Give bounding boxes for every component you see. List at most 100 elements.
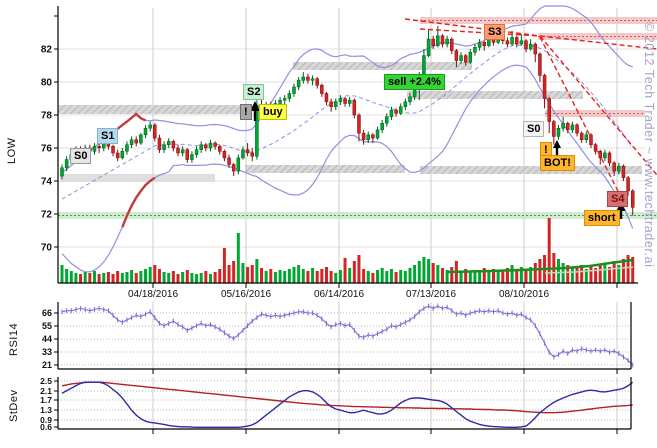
candle [120,151,125,159]
volume-bar [292,267,296,283]
candle [570,124,575,131]
volume-bar [134,273,138,283]
volume-bar [236,233,240,283]
candle [111,146,115,154]
trendline [419,28,541,37]
candle [157,137,162,150]
volume-bar [83,272,87,283]
candle [394,109,398,114]
volume-bar [79,274,83,283]
rsi-axis-title: RSI14 [8,322,20,356]
candle [403,101,408,108]
volume-bar [408,268,412,283]
volume-bar [487,272,491,283]
rsi-tick-label: 21 [42,360,52,370]
candle [134,139,138,144]
signal-label-s3: S3 [484,24,506,40]
candle [538,53,542,76]
zone-resistance-80.9 [293,62,472,70]
candle [482,42,486,46]
zone-resistance-78.2 [58,105,243,114]
candle [139,134,143,144]
candle [487,38,491,46]
candle [519,40,524,45]
volume-bar [162,272,166,283]
zone-resistance-82.8 [538,33,657,40]
candle [533,43,538,55]
volume-bar [116,271,120,283]
candle [389,109,394,117]
candle [334,101,338,108]
date-label: 07/13/2016 [406,289,456,300]
rsi-tick-label: 44 [42,334,52,344]
volume-bar [213,272,217,283]
volume-bar [394,272,398,283]
candle [473,47,477,53]
volume-bar [269,269,273,283]
stdev-line [61,381,634,428]
candle [129,139,134,145]
volume-bar [130,270,134,283]
stdev-tick-label: 2.1 [40,386,52,396]
zone-support-74.2 [60,174,215,182]
volume-bar [612,261,616,283]
volume-bar [492,269,496,283]
zone-target-72 [58,212,657,219]
volume-bar [626,255,630,283]
volume-bar [547,218,551,283]
candle [361,132,366,140]
volume-bar [538,259,542,283]
candle [514,37,519,45]
candle [64,159,69,169]
candle [547,98,551,122]
candle [366,134,370,141]
date-label: 04/18/2016 [128,289,178,300]
candle [287,93,292,99]
signal-label-: ! [240,104,252,120]
candle [524,40,528,50]
volume-bar [501,270,505,283]
signal-label-buy: buy [259,104,287,120]
volume-bar [167,273,171,283]
volume-bar [218,269,222,283]
zone-support-74.7-mid [245,165,405,173]
volume-bar [510,265,514,283]
volume-bar [246,267,250,283]
candle [166,141,171,145]
candle [227,157,231,165]
volume-bar [195,274,199,283]
candle [542,75,547,99]
volume-bar [222,248,226,283]
candle [357,114,361,134]
candle [575,124,579,134]
band-red-segment [121,176,156,228]
volume-bar [199,273,203,283]
candle [561,123,565,129]
stdev-slow-line [61,381,633,414]
volume-bar [250,265,254,283]
volume-bar [468,272,472,283]
volume-bar [264,271,268,283]
volume-bar [157,269,161,283]
price-tick-label: 72 [41,210,53,221]
volume-bar [376,270,380,283]
candle [324,93,329,103]
volume-bar [324,267,328,283]
volume-ma-pale [544,266,634,274]
candle [626,177,630,192]
candle [92,146,97,152]
candle [556,127,561,137]
volume-bar [65,269,69,283]
volume-bar [306,271,310,283]
candle [375,129,380,139]
stdev-tick-label: 0.9 [40,415,52,425]
candle [528,43,533,50]
volume-bar [575,268,579,283]
candle [222,151,227,159]
volume-bar [181,272,185,283]
stdev-tick-label: 0.6 [40,422,52,432]
volume-bar [348,268,352,283]
candle [422,55,426,76]
volume-bar [422,257,426,283]
volume-bar [176,274,180,283]
